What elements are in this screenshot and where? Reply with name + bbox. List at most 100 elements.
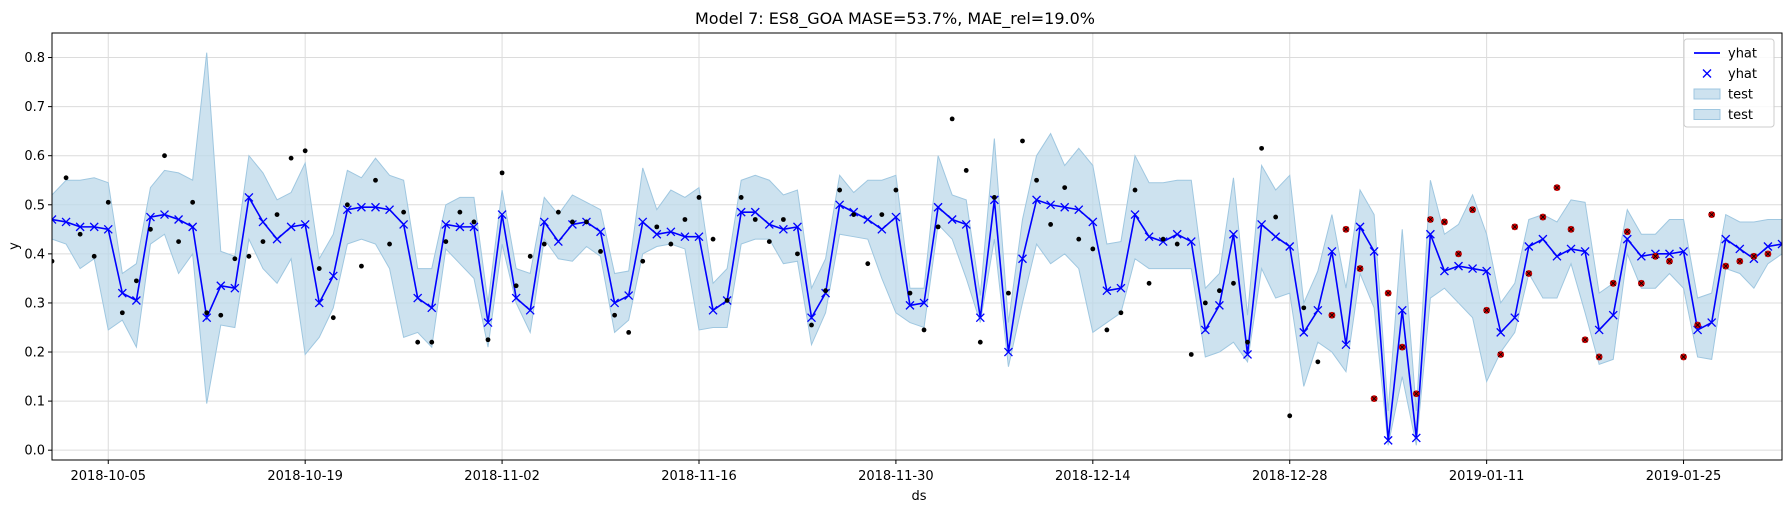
yhat-marker: [849, 207, 859, 217]
yhat-marker: [272, 234, 282, 244]
yhat-marker: [1355, 222, 1365, 232]
observed-point: [668, 241, 674, 247]
observed-point: [1273, 214, 1279, 220]
observed-point: [795, 251, 800, 257]
test-point: [1637, 279, 1645, 287]
yhat-marker: [216, 281, 226, 291]
y-tick-label: 0.8: [24, 51, 45, 66]
y-tick-label: 0.1: [24, 395, 45, 410]
test-point: [1609, 279, 1617, 287]
test-point: [1764, 250, 1772, 258]
observed-point: [387, 241, 392, 247]
yhat-marker: [1341, 340, 1351, 350]
legend-label: yhat: [1728, 67, 1757, 82]
yhat-marker: [1411, 433, 1421, 443]
test-point: [1412, 390, 1420, 398]
yhat-marker: [1003, 347, 1013, 357]
yhat-marker: [455, 222, 465, 232]
observed-point: [710, 236, 716, 242]
confidence-band: [52, 52, 1782, 446]
yhat-marker: [1763, 242, 1773, 251]
plot-frame: [51, 32, 1783, 461]
yhat-marker: [1538, 234, 1548, 244]
yhat-marker: [961, 219, 971, 229]
x-tick-label: 2019-01-11: [1449, 469, 1525, 484]
yhat-marker: [1313, 305, 1323, 315]
observed-point: [1160, 236, 1166, 242]
yhat-marker: [1046, 200, 1056, 210]
yhat-marker: [1594, 325, 1604, 335]
test-point: [1455, 250, 1462, 258]
observed-point: [1104, 327, 1110, 333]
yhat-marker: [131, 296, 141, 305]
yhat-marker: [1425, 229, 1435, 239]
observed-point: [359, 263, 364, 269]
yhat-marker: [638, 217, 648, 227]
yhat-marker: [736, 207, 746, 217]
test-point: [1623, 228, 1631, 236]
yhat-marker: [666, 227, 676, 237]
yhat-marker: [52, 215, 57, 224]
observed-point: [1020, 138, 1025, 144]
yhat-marker: [905, 300, 915, 310]
observed-point: [626, 329, 632, 335]
y-tick-label: 0.5: [24, 198, 45, 213]
legend-box: [1683, 38, 1775, 128]
x-tick-label: 2019-01-25: [1646, 469, 1722, 484]
test-point: [1525, 270, 1533, 277]
observed-point: [724, 298, 730, 303]
yhat-marker: [680, 232, 690, 242]
yhat-marker: [1566, 244, 1576, 254]
yhat-marker: [750, 207, 760, 217]
observed-point: [1301, 305, 1307, 311]
yhat-marker: [933, 202, 943, 212]
test-point: [1483, 306, 1491, 314]
yhat-marker: [624, 291, 634, 301]
yhat-marker: [188, 222, 198, 232]
yhat-marker: [1060, 202, 1070, 212]
test-point: [1595, 353, 1603, 361]
yhat-markers: [52, 192, 1782, 445]
yhat-marker: [1144, 232, 1154, 242]
observed-point: [1231, 280, 1236, 286]
observed-point: [851, 212, 857, 217]
yhat-marker: [385, 205, 395, 215]
yhat-marker: [525, 305, 535, 315]
yhat-marker: [1257, 219, 1267, 229]
yhat-marker: [1243, 350, 1252, 359]
yhat-marker: [1088, 217, 1098, 227]
yhat-marker: [1777, 239, 1782, 249]
observed-points: [52, 116, 1321, 419]
yhat-line: [52, 195, 1782, 441]
observed-point: [1146, 280, 1152, 286]
yhat-marker: [356, 202, 366, 212]
yhat-marker: [230, 283, 240, 293]
yhat-marker: [328, 271, 338, 281]
legend-band-swatch: [1693, 109, 1721, 120]
y-tick-label: 0.7: [24, 100, 45, 115]
x-tick-label: 2018-11-02: [464, 469, 540, 484]
observed-point: [1062, 185, 1068, 191]
test-point: [1497, 351, 1505, 358]
observed-point: [148, 226, 153, 232]
yhat-marker: [1369, 246, 1379, 256]
yhat-marker: [441, 219, 451, 229]
yhat-marker: [103, 224, 113, 234]
observed-point: [246, 253, 252, 259]
observed-point: [541, 241, 547, 247]
yhat-marker: [1454, 261, 1463, 271]
x-tick-label: 2018-12-14: [1055, 469, 1131, 484]
yhat-marker: [610, 298, 620, 308]
observed-point: [1315, 359, 1321, 365]
yhat-marker: [286, 222, 296, 232]
observed-point: [457, 209, 463, 215]
yhat-marker: [919, 298, 929, 308]
yhat-marker: [975, 313, 985, 323]
yhat-marker: [1229, 229, 1238, 239]
yhat-marker: [807, 313, 816, 323]
test-point: [1581, 336, 1589, 344]
observed-point: [1245, 339, 1250, 345]
yhat-marker: [427, 303, 437, 313]
observed-point: [752, 217, 758, 222]
observed-point: [654, 224, 660, 230]
